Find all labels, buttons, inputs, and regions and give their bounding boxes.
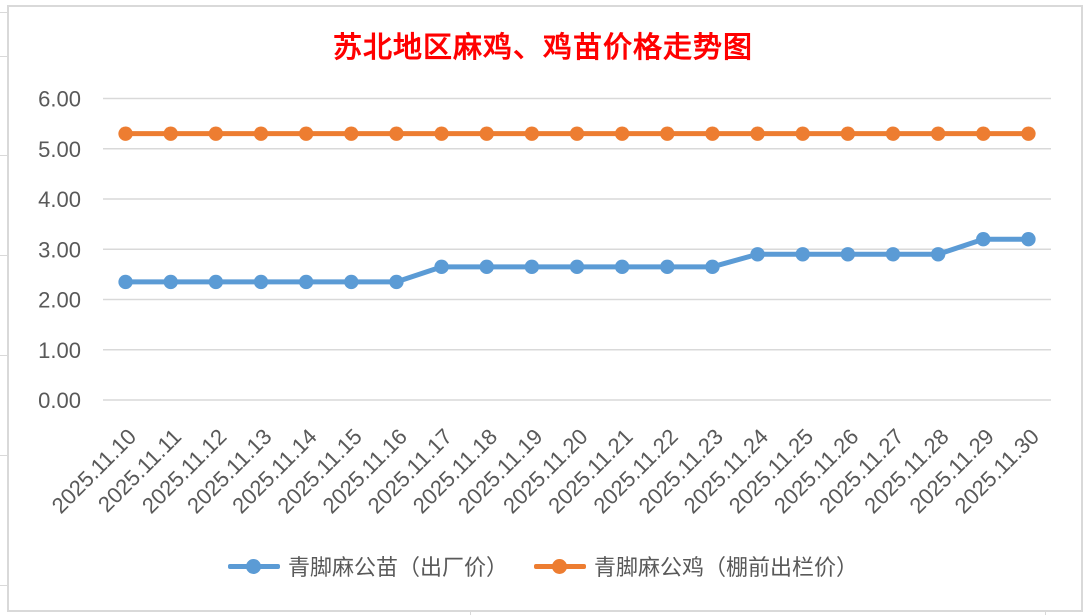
y-axis-labels: 0.00 1.00 2.00 3.00 4.00 5.00 6.00 [38, 87, 81, 414]
line-marker-sample-icon [227, 558, 280, 574]
spreadsheet-gridline [0, 12, 7, 13]
svg-text:2.00: 2.00 [38, 288, 81, 313]
chart-legend: 青脚麻公苗（出厂价） 青脚麻公鸡（棚前出栏价） [0, 546, 1086, 586]
chart-title: 苏北地区麻鸡、鸡苗价格走势图 [332, 32, 753, 64]
svg-text:1.00: 1.00 [38, 338, 81, 363]
spreadsheet-gridline [0, 155, 7, 156]
spreadsheet-gridline [0, 355, 7, 356]
spreadsheet-gridline [0, 255, 7, 256]
spreadsheet-gridline [1045, 612, 1046, 615]
line-marker-sample-icon [534, 558, 586, 574]
svg-text:0.00: 0.00 [38, 388, 81, 413]
svg-text:6.00: 6.00 [38, 87, 81, 112]
gridlines [103, 97, 1051, 401]
legend-label: 青脚麻公苗（出厂价） [287, 555, 508, 580]
spreadsheet-gridline [470, 612, 471, 615]
svg-text:5.00: 5.00 [38, 137, 81, 162]
legend-label: 青脚麻公鸡（棚前出栏价） [594, 555, 859, 580]
legend-item-chicken-price[interactable]: 青脚麻公鸡（棚前出栏价） [534, 550, 858, 582]
spreadsheet-gridline [0, 455, 7, 456]
chart-object-border[interactable] [7, 5, 1083, 612]
spreadsheet-gridline [0, 585, 7, 586]
svg-text:3.00: 3.00 [38, 237, 81, 262]
series-1 [118, 126, 1036, 141]
x-axis-labels: 2025.11.102025.11.112025.11.122025.11.13… [47, 424, 1044, 518]
spreadsheet-gridline [0, 56, 7, 57]
series-0 [118, 232, 1036, 290]
svg-text:4.00: 4.00 [38, 187, 81, 212]
legend-item-chick-price[interactable]: 青脚麻公苗（出厂价） [227, 550, 508, 582]
